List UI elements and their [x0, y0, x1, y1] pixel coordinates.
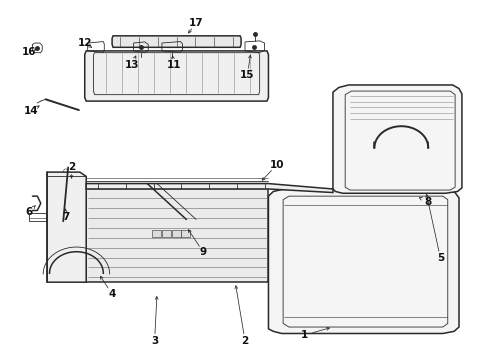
Text: 2: 2 — [68, 162, 75, 172]
Polygon shape — [269, 189, 459, 333]
Text: 16: 16 — [22, 46, 36, 57]
Polygon shape — [333, 85, 462, 193]
Polygon shape — [86, 184, 269, 282]
Polygon shape — [172, 230, 180, 237]
Text: 14: 14 — [24, 106, 38, 116]
Polygon shape — [112, 36, 241, 47]
Text: 17: 17 — [189, 18, 203, 28]
Text: 3: 3 — [151, 336, 158, 346]
Text: 2: 2 — [242, 336, 248, 346]
Text: 15: 15 — [240, 70, 255, 80]
Text: 5: 5 — [437, 253, 444, 263]
Polygon shape — [47, 172, 86, 282]
Polygon shape — [152, 230, 161, 237]
Text: 1: 1 — [301, 330, 308, 340]
Text: 7: 7 — [62, 212, 70, 221]
Text: 8: 8 — [424, 197, 431, 207]
Text: 9: 9 — [200, 247, 207, 257]
Text: 11: 11 — [167, 59, 181, 69]
Polygon shape — [181, 230, 190, 237]
Text: 12: 12 — [77, 38, 92, 48]
Text: 4: 4 — [108, 289, 116, 299]
Polygon shape — [162, 230, 171, 237]
Polygon shape — [86, 184, 333, 193]
Polygon shape — [85, 51, 269, 101]
Text: 10: 10 — [270, 160, 284, 170]
Text: 13: 13 — [124, 59, 139, 69]
Text: 6: 6 — [25, 207, 33, 217]
